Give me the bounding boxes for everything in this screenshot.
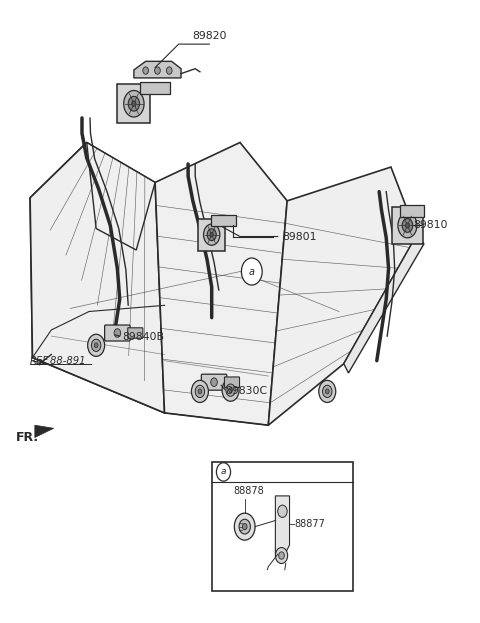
Text: a: a [221,467,226,477]
Circle shape [222,379,239,401]
Polygon shape [268,167,417,426]
Circle shape [210,232,214,237]
Circle shape [216,463,230,481]
Circle shape [94,343,98,348]
Polygon shape [33,253,358,413]
Circle shape [279,552,284,559]
Text: 89820: 89820 [192,31,227,41]
FancyBboxPatch shape [212,462,353,591]
Polygon shape [30,143,165,413]
FancyBboxPatch shape [201,374,227,390]
Polygon shape [87,143,155,250]
Circle shape [198,389,202,394]
Circle shape [124,90,144,117]
Circle shape [155,67,160,74]
Text: 88877: 88877 [294,518,325,528]
FancyBboxPatch shape [392,207,423,244]
Circle shape [398,213,417,238]
Text: 89830C: 89830C [225,386,267,396]
Circle shape [402,219,413,232]
FancyBboxPatch shape [198,219,225,250]
Circle shape [226,384,235,396]
Polygon shape [134,61,181,78]
Text: 89840B: 89840B [122,332,164,342]
Circle shape [114,329,120,337]
Polygon shape [155,143,287,426]
Circle shape [241,258,262,285]
Circle shape [278,505,287,518]
Text: FR.: FR. [16,431,39,444]
FancyBboxPatch shape [211,215,236,226]
FancyBboxPatch shape [141,82,170,94]
FancyBboxPatch shape [128,328,143,338]
Text: 88878: 88878 [233,486,264,496]
Circle shape [207,229,216,240]
Circle shape [323,385,332,397]
Circle shape [88,335,105,356]
Circle shape [325,389,329,394]
Polygon shape [276,496,289,554]
Circle shape [242,523,247,530]
Circle shape [228,388,232,392]
FancyBboxPatch shape [118,84,150,123]
Circle shape [211,378,217,386]
Circle shape [204,224,220,245]
FancyBboxPatch shape [225,377,240,388]
Circle shape [195,385,204,397]
Polygon shape [344,235,424,373]
Text: 89810: 89810 [414,221,448,231]
Circle shape [192,381,208,402]
Polygon shape [30,143,96,358]
Text: REF.88-891: REF.88-891 [30,356,86,366]
Circle shape [406,223,409,228]
Text: a: a [249,267,255,277]
Circle shape [132,101,136,107]
FancyBboxPatch shape [400,204,424,217]
Circle shape [91,339,101,351]
Text: 89801: 89801 [282,232,317,242]
Polygon shape [35,426,54,437]
Circle shape [276,548,288,564]
FancyBboxPatch shape [105,325,130,341]
Circle shape [239,519,251,534]
Circle shape [128,97,140,111]
Circle shape [234,513,255,540]
Circle shape [143,67,148,74]
Circle shape [319,381,336,402]
Circle shape [167,67,172,74]
